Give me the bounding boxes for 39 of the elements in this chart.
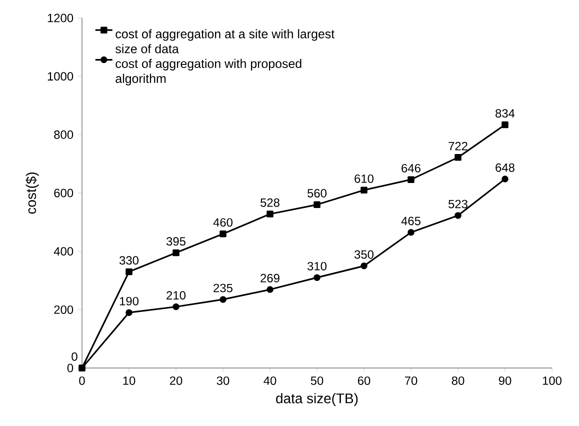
legend-label: cost of aggregation with proposed algorithm [116, 58, 302, 86]
data-label: 610 [354, 174, 374, 183]
data-label: 460 [213, 218, 233, 227]
x-tick-label: 0 [79, 376, 85, 385]
x-tick-label: 90 [498, 376, 512, 385]
data-label: 834 [496, 109, 515, 118]
y-tick-label: 1200 [48, 14, 74, 22]
y-tick-label: 1000 [48, 72, 74, 81]
data-label: 528 [260, 198, 280, 207]
y-tick-label: 800 [54, 130, 74, 139]
data-label: 210 [166, 291, 186, 300]
data-label: 310 [307, 262, 327, 270]
x-tick-label: 20 [170, 376, 182, 385]
x-tick-label: 100 [542, 376, 562, 385]
x-tick-label: 10 [123, 376, 136, 385]
x-tick-label: 80 [452, 376, 464, 385]
data-label: 722 [448, 142, 468, 150]
x-tick-label: 50 [310, 376, 324, 385]
x-tick-label: 60 [358, 376, 370, 385]
y-tick-label: 400 [54, 247, 74, 256]
data-label: 350 [354, 250, 374, 259]
data-label: 330 [119, 256, 139, 265]
y-tick-label: 600 [54, 188, 74, 198]
data-label: 190 [120, 296, 139, 306]
data-label: 646 [402, 164, 420, 172]
data-label: 269 [260, 274, 280, 282]
data-label: 465 [401, 216, 420, 226]
data-label: 523 [448, 200, 468, 208]
data-label: 235 [214, 284, 232, 292]
data-label: 560 [308, 189, 327, 198]
data-label: 648 [496, 163, 514, 172]
x-axis-title: data size(TB) [276, 393, 358, 406]
y-tick-label: 200 [54, 305, 74, 314]
x-tick-label: 30 [216, 376, 230, 385]
x-tick-label: 70 [404, 376, 418, 385]
x-tick-label: 40 [264, 376, 276, 385]
y-tick-label: 0 [67, 364, 74, 372]
data-label: 395 [166, 237, 186, 246]
y-axis-title: cost($) [26, 172, 39, 214]
